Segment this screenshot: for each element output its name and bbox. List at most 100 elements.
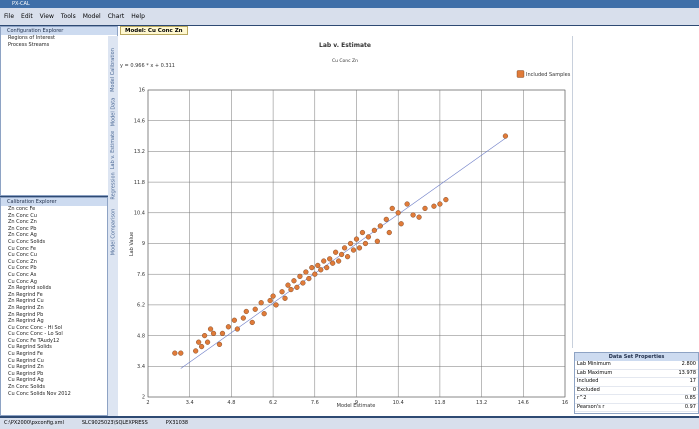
- table-row: Lab Maximum 13.978: [575, 369, 698, 378]
- menu-item[interactable]: Model: [82, 13, 101, 20]
- tree-item[interactable]: Zn Regrind Cu: [8, 298, 44, 305]
- y-tick-label: 2: [142, 395, 145, 401]
- row-value: 0: [692, 386, 696, 393]
- data-point: [341, 245, 348, 251]
- tree-item[interactable]: Cu Conc Zn: [8, 258, 37, 265]
- calibration-explorer: Calibration Explorer Zn conc Fe Zn Conc C…: [0, 197, 108, 416]
- y-axis-label: Lab Value: [129, 232, 135, 256]
- tree-item[interactable]: Zn conc Fe: [8, 206, 36, 212]
- data-point: [330, 260, 336, 266]
- data-point: [374, 238, 380, 244]
- data-point: [285, 282, 291, 288]
- row-label: Lab Minimum: [577, 361, 611, 367]
- y-tick-label: 6.2: [137, 303, 145, 309]
- side-tab[interactable]: Model Data: [109, 97, 116, 127]
- data-point: [273, 302, 279, 308]
- menu-item[interactable]: Tools: [60, 13, 76, 20]
- data-point: [193, 348, 199, 354]
- data-point: [261, 311, 267, 317]
- row-value: 13.978: [678, 369, 697, 376]
- tree-item[interactable]: Zn Regrind Ag: [8, 318, 44, 325]
- y-tick-label: 13.2: [134, 149, 145, 155]
- data-point: [389, 205, 395, 212]
- tree-item[interactable]: Cu Conc Conc - Hi Sol: [8, 324, 63, 331]
- data-point: [303, 269, 309, 275]
- side-tab[interactable]: Model Calibration: [109, 48, 116, 92]
- tree-item[interactable]: Cu Conc Fe: [8, 245, 36, 252]
- menu-item[interactable]: Help: [131, 13, 145, 20]
- data-point: [344, 254, 351, 260]
- tree-item[interactable]: Cu Regrind Cu: [8, 357, 44, 364]
- tree-item[interactable]: Cu Conc Cu: [8, 252, 37, 259]
- tree-item[interactable]: Cu Conc Pb: [8, 265, 37, 272]
- data-point: [359, 229, 366, 236]
- data-point: [279, 289, 285, 295]
- menu-item[interactable]: View: [39, 13, 54, 20]
- data-point: [178, 350, 184, 356]
- tree-item[interactable]: Cu Regrind Zn: [8, 364, 44, 371]
- tree-item[interactable]: Zn Regrind Zn: [8, 304, 44, 311]
- doc-tab[interactable]: Model: Cu Conc Zn: [120, 26, 188, 35]
- tree-item[interactable]: Cu Conc Solids Nov 2012: [8, 390, 71, 397]
- chart-subtitle: Cu Conc Zn: [332, 58, 358, 64]
- menu-item[interactable]: Edit: [21, 13, 33, 20]
- data-point: [386, 229, 392, 236]
- side-tab[interactable]: Lab v. Estimate: [110, 130, 117, 170]
- data-point: [422, 205, 428, 212]
- row-label: Pearson's r: [577, 403, 605, 410]
- tree-item[interactable]: Cu Conc Ag: [8, 278, 37, 285]
- tree-item[interactable]: Zn Conc Pb: [8, 225, 37, 232]
- panel-header: Calibration Explorer: [1, 198, 107, 206]
- legend-label: Included Samples: [526, 72, 571, 78]
- data-point: [300, 280, 306, 286]
- tree-item[interactable]: Cu Conc Conc - Lo Sol: [8, 331, 63, 338]
- data-point: [437, 201, 443, 207]
- row-label: Included: [577, 378, 599, 384]
- x-tick-label: 6.2: [269, 400, 277, 406]
- row-value: 17: [689, 378, 696, 384]
- data-point: [240, 315, 246, 321]
- status-item: SLC9025023\SQLEXPRESS: [81, 420, 148, 426]
- y-tick-label: 9: [142, 241, 145, 247]
- tree-item[interactable]: Zn Conc Solids: [8, 384, 46, 391]
- tree-item[interactable]: Cu Regrind Pb: [8, 370, 44, 377]
- data-point: [356, 245, 363, 251]
- data-point: [201, 333, 208, 339]
- tree-item[interactable]: Zn Regrind Pb: [8, 311, 44, 318]
- side-tab[interactable]: Regression: [110, 172, 117, 200]
- chart-title: Lab v. Estimate: [319, 42, 371, 49]
- row-value: 0.85: [684, 395, 696, 401]
- data-point: [333, 249, 339, 255]
- data-point: [327, 256, 333, 262]
- status-bar: C:\PX2000\pxconfig.xml SLC9025023\SQLEXPR…: [0, 418, 699, 429]
- side-tab[interactable]: Model Comparison: [109, 208, 116, 256]
- data-point: [282, 295, 288, 301]
- tree-item[interactable]: Cu Conc Solids: [8, 238, 46, 245]
- data-point: [297, 273, 303, 279]
- x-tick-label: 7.6: [311, 400, 319, 406]
- tree-item[interactable]: Regions of Interest: [8, 35, 55, 41]
- tree-item[interactable]: Cu Conc As: [8, 271, 37, 278]
- tree-item[interactable]: Zn Regrind Fe: [8, 291, 43, 298]
- menu-item[interactable]: Chart: [107, 13, 125, 20]
- tree-item[interactable]: Zn Conc Cu: [8, 212, 37, 219]
- tree-item[interactable]: Cu Conc Fe TAudy12: [8, 337, 60, 344]
- tree-item[interactable]: Process Streams: [8, 41, 50, 48]
- properties-table: Data Set Properties Lab Minimum 2.800 Lab …: [574, 352, 699, 414]
- data-point: [321, 258, 327, 264]
- menu-item[interactable]: File: [4, 13, 15, 20]
- data-point: [410, 212, 416, 218]
- data-point: [336, 258, 342, 264]
- data-point: [294, 284, 300, 290]
- tree-item[interactable]: Zn Conc Ag: [8, 232, 37, 239]
- row-value: 2.800: [681, 361, 696, 367]
- tree-item[interactable]: Cu Regrind Solids: [8, 344, 52, 351]
- tree-item[interactable]: Cu Regrind Fe: [8, 351, 43, 358]
- y-tick-label: 3.4: [137, 364, 145, 370]
- data-point: [309, 265, 315, 271]
- data-point: [270, 293, 276, 299]
- tree-item[interactable]: Cu Regrind Ag: [8, 377, 44, 384]
- tree-item[interactable]: Zn Conc Zn: [8, 219, 37, 226]
- tree-item[interactable]: Zn Regrind solids: [8, 285, 52, 292]
- table-header: Data Set Properties: [575, 353, 698, 361]
